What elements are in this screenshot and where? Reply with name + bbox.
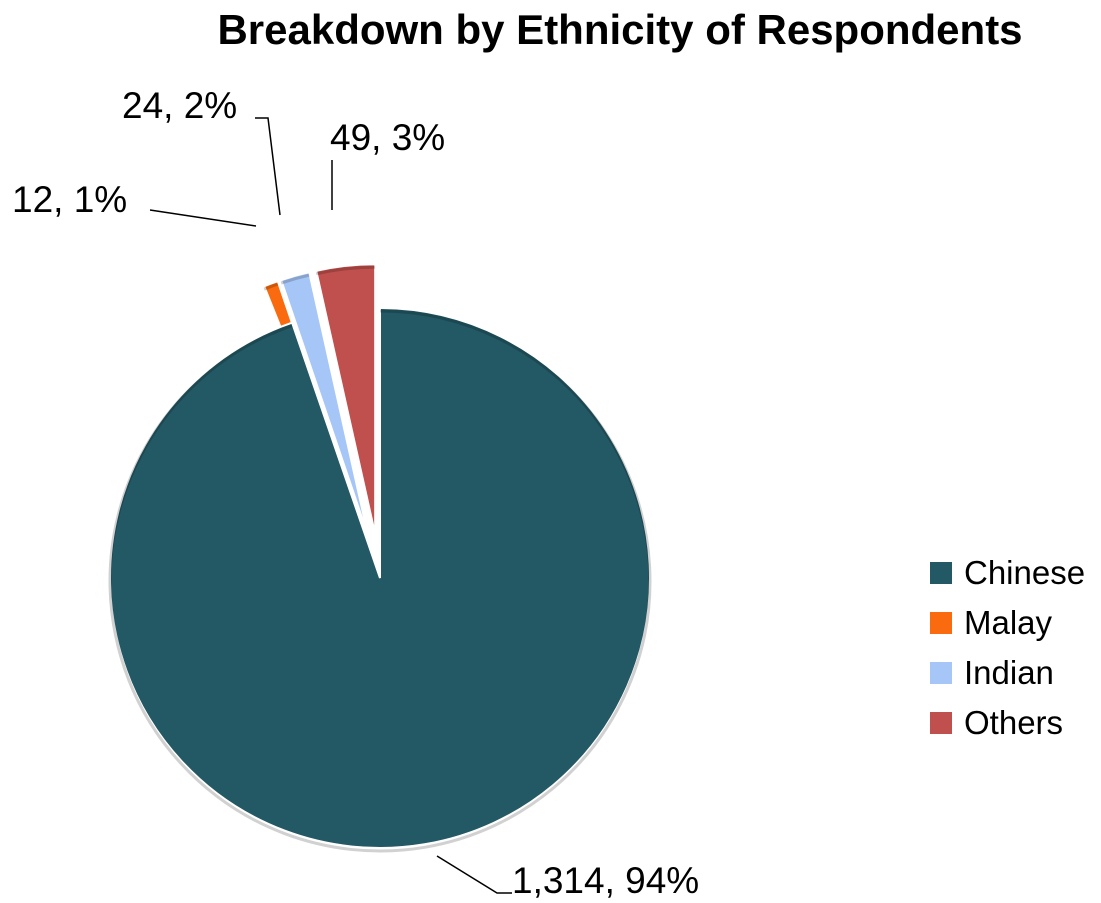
legend-swatch-chinese: [930, 562, 952, 584]
data-labels: 1,314, 94% 12, 1% 24, 2% 49, 3%: [12, 85, 699, 901]
leader-line-chinese: [436, 855, 512, 894]
pie-slice-shadow-others: [315, 265, 376, 276]
pie-slice-shadow-malay: [263, 282, 279, 291]
data-label-indian: 24, 2%: [122, 85, 237, 126]
leader-line-malay: [149, 209, 257, 227]
legend-swatch-indian: [930, 662, 952, 684]
legend-label-indian: Indian: [964, 654, 1054, 691]
data-label-others: 49, 3%: [330, 117, 445, 158]
pie-slice-others: [315, 263, 377, 535]
pie-slice-indian: [279, 270, 370, 536]
legend-label-others: Others: [964, 704, 1063, 741]
legend-label-chinese: Chinese: [964, 554, 1085, 591]
legend-swatch-malay: [930, 612, 952, 634]
data-label-malay: 12, 1%: [12, 179, 127, 220]
chart-title: Breakdown by Ethnicity of Respondents: [217, 6, 1022, 53]
pie-slices: [108, 263, 652, 853]
leader-lines: [149, 117, 512, 894]
legend: Chinese Malay Indian Others: [930, 554, 1085, 741]
data-label-chinese: 1,314, 94%: [512, 860, 699, 901]
pie-slice-shadow-chinese: [108, 309, 652, 853]
pie-slice-chinese: [109, 306, 651, 849]
legend-label-malay: Malay: [964, 604, 1053, 641]
legend-swatch-others: [930, 712, 952, 734]
pie-slice-shadow-indian: [280, 273, 310, 285]
leader-line-indian: [255, 117, 281, 216]
